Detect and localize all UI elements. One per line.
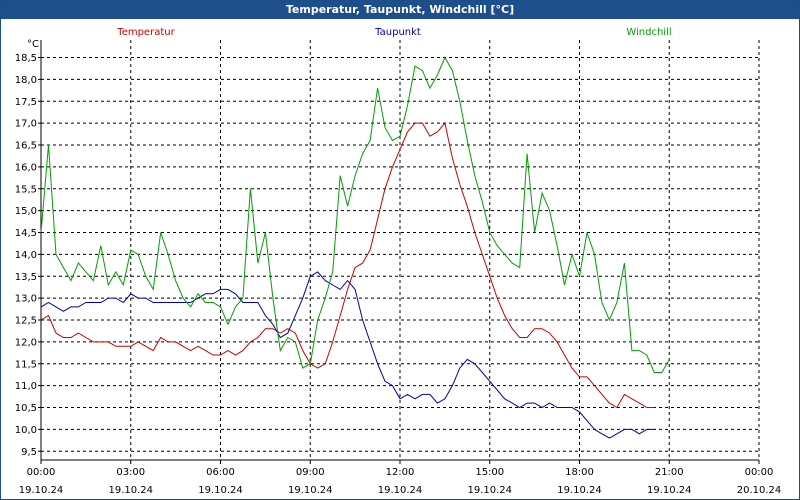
x-tick-time-label: 15:00 [475,467,504,478]
y-tick-label: 12,5 [15,316,37,327]
line-chart: 9,5 10,0 10,5 11,0 11,5 12,0 12,5 13,0 13,5 14,0 1… [15,27,782,496]
x-tick-time-label: 21:00 [655,467,684,478]
x-tick-date-label: 19.10.24 [288,485,333,496]
x-tick-time-label: 00:00 [745,467,774,478]
legend-label-taupunkt: Taupunkt [374,27,421,38]
y-tick-label: 10,5 [15,403,37,414]
x-tick-date-label: 19.10.24 [19,485,64,496]
y-tick-label: 15,5 [15,184,37,195]
x-tick-time-label: 06:00 [206,467,235,478]
y-tick-label: 13,0 [15,294,37,305]
y-axis-tick-labels: 9,5 10,0 10,5 11,0 11,5 12,0 12,5 13,0 13,5 14,0 1… [15,53,37,458]
legend-label-windchill: Windchill [626,27,671,38]
x-tick-time-label: 12:00 [386,467,415,478]
x-axis-tick-labels: 00:00 19.10.24 03:00 19.10.24 06:00 19.10.24 0… [19,467,782,496]
y-tick-label: 15,0 [15,206,37,217]
y-tick-label: 9,5 [21,447,37,458]
y-tick-label: 10,0 [15,425,37,436]
x-tick-date-label: 20.10.24 [737,485,782,496]
x-tick-date-label: 19.10.24 [557,485,602,496]
y-tick-label: 14,0 [15,250,37,261]
y-axis-unit-label: °C [27,39,39,50]
x-tick-time-label: 09:00 [296,467,325,478]
series-line-windchill [40,56,670,373]
x-tick-time-label: 03:00 [116,467,145,478]
chart-title: Temperatur, Taupunkt, Windchill [°C] [1,1,799,19]
series-line-taupunkt [40,271,655,439]
y-tick-label: 14,5 [15,228,37,239]
grid-lines [40,40,760,460]
y-tick-label: 17,5 [15,97,37,108]
legend-label-temperatur: Temperatur [116,27,175,38]
y-tick-label: 18,0 [15,75,37,86]
y-tick-label: 13,5 [15,272,37,283]
y-tick-label: 18,5 [15,53,37,64]
y-tick-label: 16,0 [15,162,37,173]
series-line-temperatur [40,122,655,409]
x-tick-date-label: 19.10.24 [647,485,692,496]
x-tick-time-label: 00:00 [27,467,56,478]
x-tick-date-label: 19.10.24 [467,485,512,496]
plot-axes [38,40,760,464]
y-tick-label: 12,0 [15,337,37,348]
x-tick-date-label: 19.10.24 [378,485,423,496]
x-tick-date-label: 19.10.24 [108,485,153,496]
series-lines [40,56,670,439]
y-tick-label: 16,5 [15,141,37,152]
x-tick-date-label: 19.10.24 [198,485,243,496]
y-tick-label: 11,5 [15,359,37,370]
legend: Temperatur Taupunkt Windchill [116,27,671,38]
y-tick-label: 17,0 [15,119,37,130]
y-tick-label: 11,0 [15,381,37,392]
x-tick-time-label: 18:00 [565,467,594,478]
